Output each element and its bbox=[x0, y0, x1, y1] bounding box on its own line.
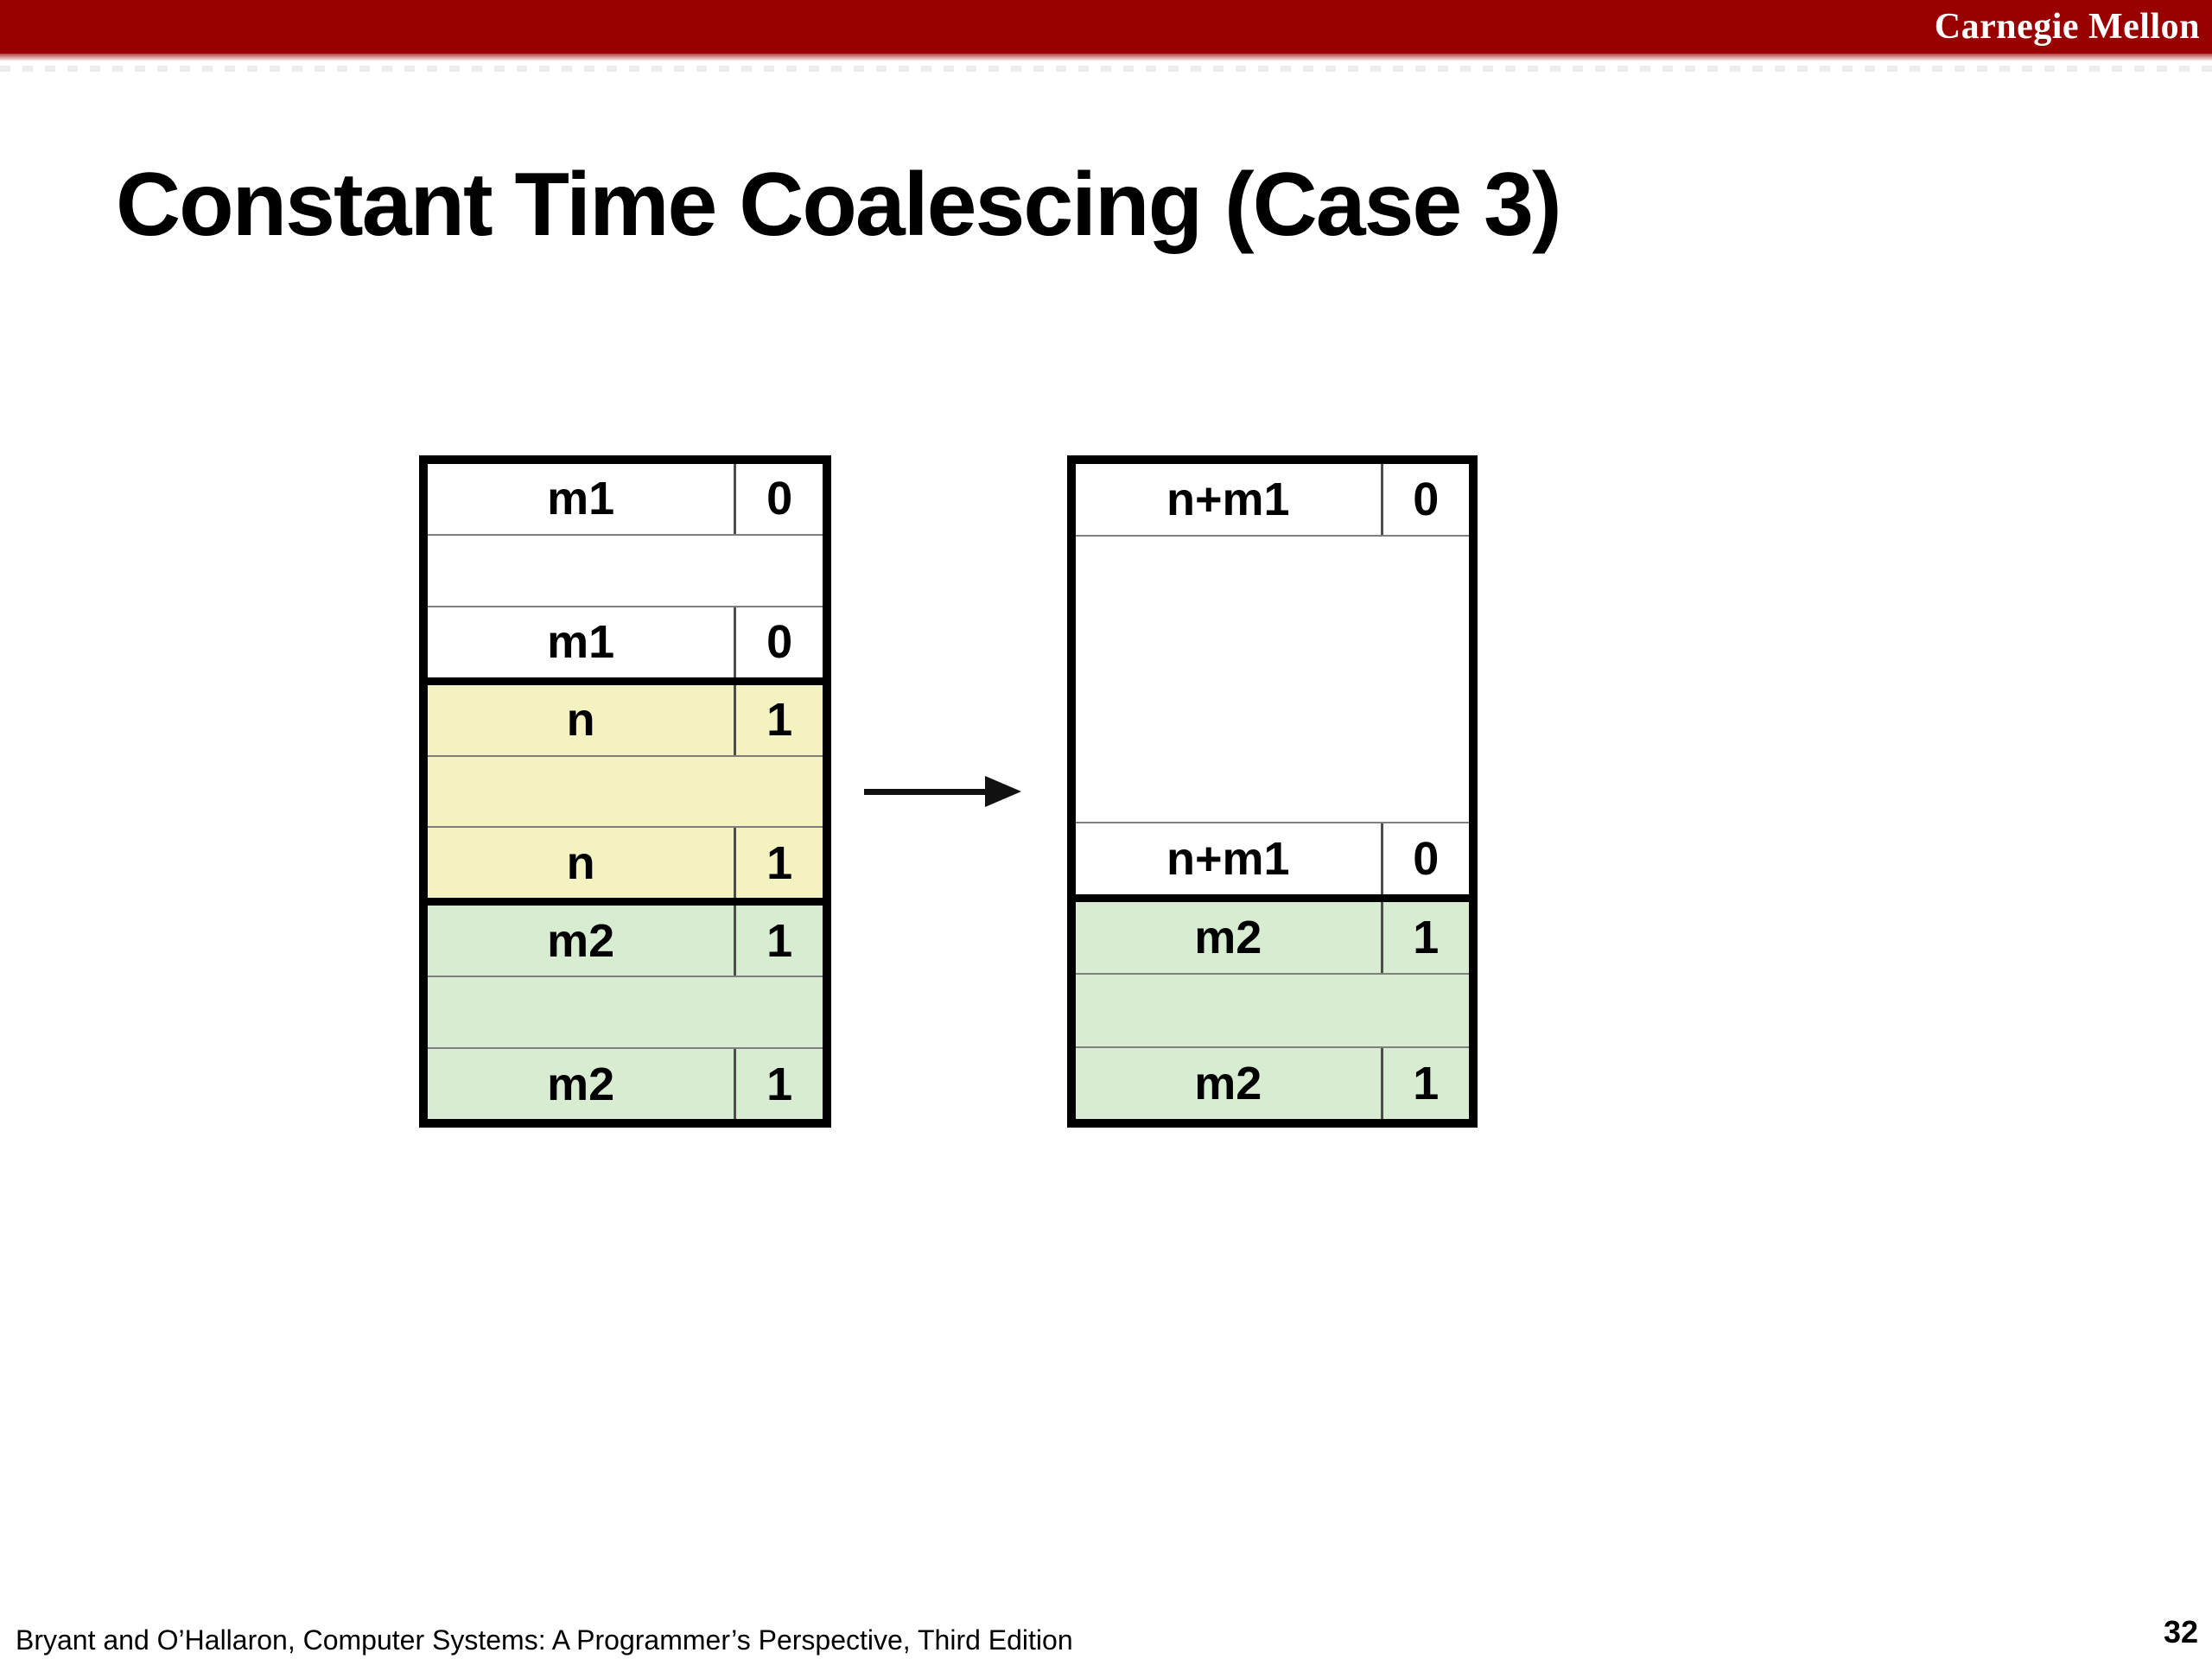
block-size-label: m2 bbox=[1194, 1057, 1262, 1109]
boundary-tag-row: n+m1 0 bbox=[1076, 821, 1469, 894]
allocated-bit: 0 bbox=[1380, 464, 1469, 536]
boundary-tag-row: m2 1 bbox=[1076, 893, 1469, 974]
footer-citation: Bryant and O’Hallaron, Computer Systems:… bbox=[16, 1624, 1073, 1656]
boundary-tag-row: n+m1 0 bbox=[1076, 464, 1469, 536]
block-size-label: m2 bbox=[547, 1058, 615, 1110]
block-size-label: n bbox=[566, 836, 595, 889]
boundary-tag-row: m2 1 bbox=[428, 898, 823, 976]
allocated-bit: 0 bbox=[734, 464, 823, 534]
boundary-tag-row: m2 1 bbox=[428, 1047, 823, 1120]
block-size-label: n bbox=[566, 694, 595, 747]
allocated-bit: 1 bbox=[1380, 901, 1469, 974]
boundary-tag-row: m2 1 bbox=[1076, 1046, 1469, 1119]
block-size-label: m1 bbox=[547, 473, 615, 525]
allocated-bit: 1 bbox=[1380, 1047, 1469, 1119]
allocated-bit: 1 bbox=[734, 828, 823, 899]
allocated-bit: 1 bbox=[734, 684, 823, 755]
block-size-label: m2 bbox=[1194, 912, 1262, 964]
header-fade bbox=[0, 54, 2212, 61]
payload-row bbox=[428, 976, 823, 1048]
boundary-tag-row: m1 0 bbox=[428, 464, 823, 534]
block-size-label: m2 bbox=[547, 914, 615, 967]
block-size-label: n+m1 bbox=[1166, 832, 1290, 885]
arrow-head bbox=[985, 776, 1021, 807]
page-number: 32 bbox=[2163, 1614, 2198, 1649]
block-size-label: n+m1 bbox=[1166, 474, 1290, 526]
heap-before-table: m1 0 m1 0 n 1 n 1 m2 1 m2 1 bbox=[419, 455, 831, 1128]
page-title: Constant Time Coalescing (Case 3) bbox=[116, 155, 1562, 255]
payload-row bbox=[428, 754, 823, 827]
header-bar: Carnegie Mellon bbox=[0, 0, 2212, 54]
block-size-label: m1 bbox=[547, 616, 615, 669]
payload-row bbox=[428, 533, 823, 606]
transform-arrow-icon bbox=[864, 774, 1021, 809]
allocated-bit: 0 bbox=[1380, 823, 1469, 894]
header-shadow bbox=[0, 66, 2212, 72]
heap-after-table: n+m1 0 n+m1 0 m2 1 m2 1 bbox=[1067, 455, 1478, 1128]
allocated-bit: 1 bbox=[734, 906, 823, 976]
allocated-bit: 1 bbox=[734, 1049, 823, 1120]
brand-wordmark: Carnegie Mellon bbox=[1934, 7, 2200, 47]
boundary-tag-row: m1 0 bbox=[428, 605, 823, 677]
payload-row bbox=[1076, 973, 1469, 1046]
allocated-bit: 0 bbox=[734, 607, 823, 677]
arrow-line bbox=[864, 789, 988, 795]
payload-row bbox=[1076, 535, 1469, 822]
